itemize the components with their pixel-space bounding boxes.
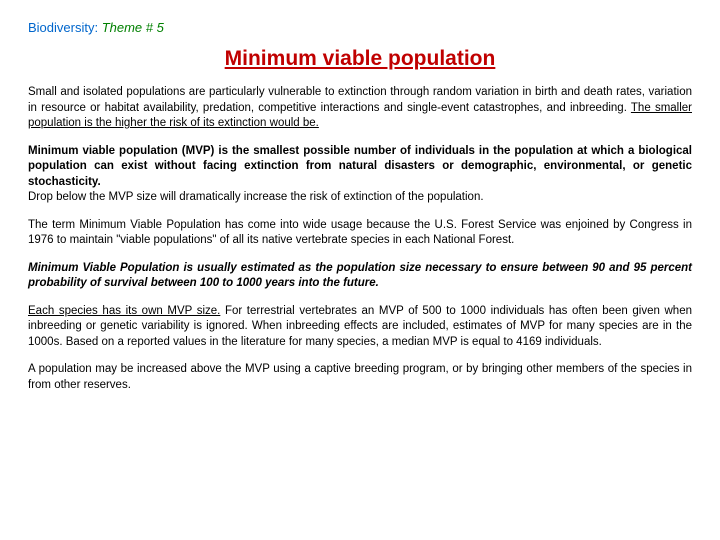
paragraph-history: The term Minimum Viable Population has c… <box>28 218 692 249</box>
definition-followup: Drop below the MVP size will dramaticall… <box>28 191 484 203</box>
paragraph-intro: Small and isolated populations are parti… <box>28 85 692 132</box>
page-title: Minimum viable population <box>28 47 692 71</box>
paragraph-species: Each species has its own MVP size. For t… <box>28 304 692 351</box>
species-underline: Each species has its own MVP size. <box>28 305 220 317</box>
slide-header: Biodiversity: Theme # 5 <box>28 20 692 35</box>
intro-text: Small and isolated populations are parti… <box>28 86 692 114</box>
header-label: Biodiversity: <box>28 20 98 35</box>
definition-bold: Minimum viable population (MVP) is the s… <box>28 145 692 188</box>
paragraph-estimate: Minimum Viable Population is usually est… <box>28 261 692 292</box>
paragraph-closing: A population may be increased above the … <box>28 362 692 393</box>
header-theme: Theme # 5 <box>102 20 164 35</box>
paragraph-definition: Minimum viable population (MVP) is the s… <box>28 144 692 206</box>
